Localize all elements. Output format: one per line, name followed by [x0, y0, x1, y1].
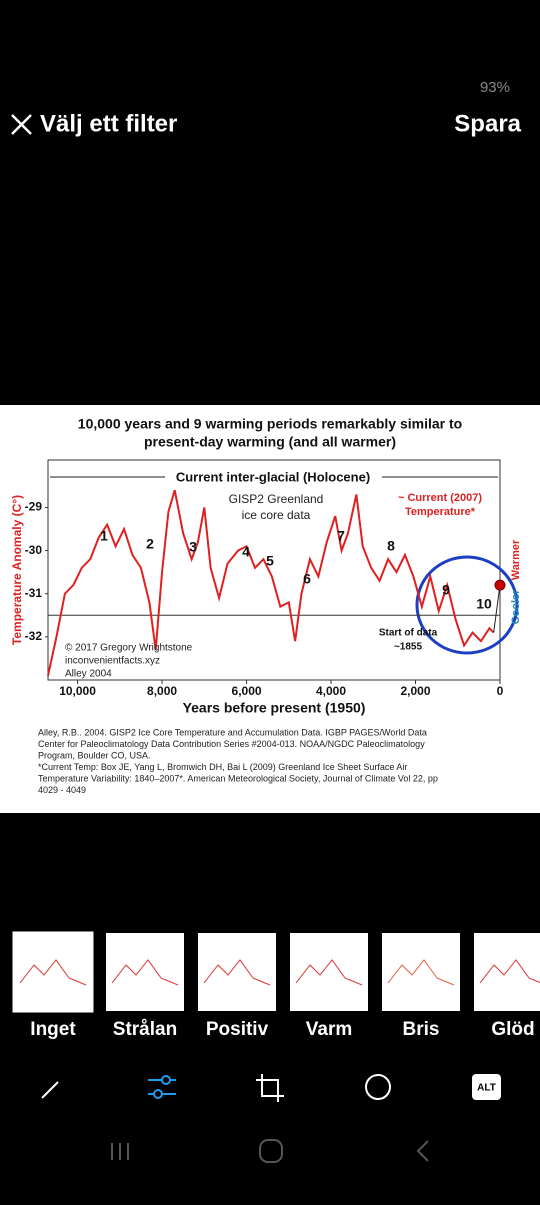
filter-label[interactable]: Strålan	[113, 1019, 177, 1040]
start-label: Start of data	[379, 628, 438, 639]
adjust-icon[interactable]	[148, 1075, 176, 1099]
hand-circle	[415, 555, 519, 655]
y-tick-label: -29	[25, 500, 43, 514]
peak-label: 7	[337, 528, 345, 544]
temperature-line	[47, 489, 495, 676]
filter-thumbnail[interactable]	[12, 931, 94, 1013]
thumbnail-line	[387, 959, 455, 986]
filter-thumbnail[interactable]	[106, 933, 184, 1011]
filter-thumbnail[interactable]	[382, 933, 460, 1011]
y-tick-label: -30	[25, 543, 43, 557]
reference-text: Alley, R.B.. 2004. GISP2 Ice Core Temper…	[38, 727, 427, 737]
current-point	[494, 579, 506, 591]
peak-label: 10	[476, 596, 492, 612]
y-tick-label: -31	[25, 586, 43, 600]
x-tick-label: 2,000	[400, 684, 430, 698]
credit: Alley 2004	[65, 669, 112, 680]
warmer-label: Warmer	[510, 539, 522, 580]
chart-title: 10,000 years and 9 warming periods remar…	[78, 416, 462, 432]
x-tick-label: 0	[497, 684, 504, 698]
start-label: ~1855	[394, 642, 423, 653]
peak-label: 9	[442, 582, 450, 598]
x-axis-label: Years before present (1950)	[183, 700, 366, 716]
credit: inconvenientfacts.xyz	[65, 656, 160, 667]
peak-label: 2	[146, 536, 154, 552]
close-button[interactable]	[11, 114, 32, 135]
reference-text: Program, Boulder CO, USA.	[38, 750, 151, 760]
filter-label[interactable]: Positiv	[206, 1019, 269, 1040]
current-label: ~ Current (2007)	[398, 492, 482, 504]
peak-label: 8	[387, 538, 395, 554]
peak-label: 1	[100, 528, 108, 544]
nav-bar	[111, 1139, 429, 1163]
filter-label[interactable]: Bris	[403, 1019, 440, 1040]
filter-thumbnail[interactable]	[198, 933, 276, 1011]
back-button[interactable]	[416, 1140, 429, 1162]
chart-title: present-day warming (and all warmer)	[144, 434, 396, 450]
alt-label[interactable]: ALT	[477, 1083, 496, 1094]
header-title: Välj ett filter	[40, 110, 177, 137]
battery: 93%	[480, 79, 510, 96]
source-label: ice core data	[242, 508, 311, 522]
banner: Current inter-glacial (Holocene)	[176, 469, 370, 484]
thumbnail-line	[111, 959, 179, 986]
x-tick-label: 4,000	[316, 684, 346, 698]
thumbnail-line	[19, 959, 87, 986]
reference-text: Center for Paleoclimatology Data Contrib…	[38, 739, 425, 749]
toolbar	[41, 1074, 501, 1102]
credit: © 2017 Gregory Wrightstone	[65, 643, 193, 654]
x-tick-label: 10,000	[59, 684, 96, 698]
magic-icon[interactable]	[41, 1081, 59, 1099]
x-tick-label: 8,000	[147, 684, 177, 698]
x-tick-label: 6,000	[232, 684, 262, 698]
banner-bg	[165, 468, 382, 486]
cooler-label: Cooler	[510, 589, 522, 625]
peak-label: 4	[242, 544, 250, 560]
filter-label[interactable]: Varm	[306, 1019, 352, 1040]
y-axis-label: Temperature Anomaly (C°)	[10, 495, 24, 645]
reference-text: *Current Temp: Box JE, Yang L, Bromwich …	[38, 762, 407, 772]
home-button[interactable]	[259, 1139, 283, 1163]
y-tick-label: -32	[25, 629, 43, 643]
current-label: Temperature*	[405, 506, 476, 518]
alt-icon[interactable]	[472, 1074, 501, 1100]
peak-label: 6	[303, 571, 311, 587]
source-label: GISP2 Greenland	[229, 492, 324, 506]
reference-text: Temperature Variability: 1840–2007*. Ame…	[38, 773, 438, 783]
filter-label[interactable]: Glöd	[491, 1019, 534, 1040]
thumbnail-line	[203, 959, 271, 986]
filter-label[interactable]: Inget	[30, 1019, 76, 1040]
filter-thumbnail[interactable]	[290, 933, 368, 1011]
crop-icon[interactable]	[256, 1074, 284, 1102]
thumbnail-line	[479, 959, 540, 984]
current-link	[493, 585, 501, 633]
recent-button[interactable]	[111, 1143, 129, 1160]
reference-text: 4029 - 4049	[38, 785, 86, 795]
peak-label: 3	[189, 539, 197, 555]
peak-label: 5	[266, 553, 274, 569]
emoji-icon[interactable]	[365, 1074, 391, 1100]
save-button[interactable]: Spara	[454, 110, 521, 137]
thumbnail-line	[295, 959, 363, 986]
